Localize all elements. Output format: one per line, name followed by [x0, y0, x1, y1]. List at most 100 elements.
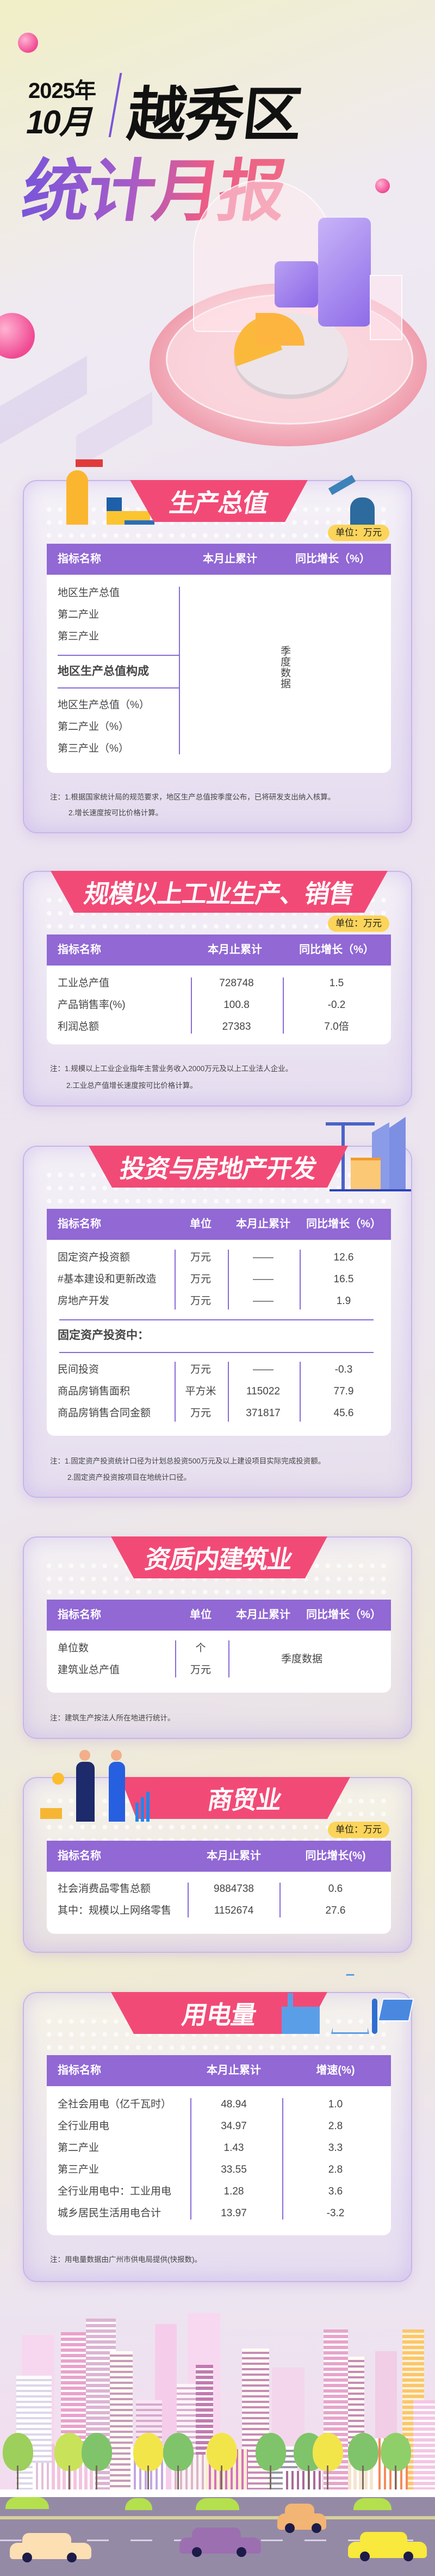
row-value: 万元 — [190, 1295, 211, 1307]
column-header: 本月止累计 — [207, 2064, 261, 2076]
column-divider — [279, 1883, 281, 1917]
section-industry: 规模以上工业生产、销售 单位：万元 指标名称 本月止累计 同比增长（%） 工业总产值… — [23, 871, 412, 1106]
section-title: 商贸业 — [205, 1785, 284, 1814]
row-value: 45.6 — [333, 1407, 354, 1419]
table-header: 指标名称 本月止累计 增速(%) — [47, 2055, 391, 2086]
row-value: —— — [253, 1252, 274, 1263]
car-roof — [359, 2532, 407, 2544]
note: 2.增长速度按可比价格计算。 — [69, 809, 163, 817]
median — [0, 2516, 435, 2519]
row-label: 其中：规模以上网络零售 — [58, 1905, 172, 1916]
row-label: 城乡居民生活用电合计 — [58, 2208, 161, 2219]
column-divider — [300, 1362, 301, 1422]
sidewalk — [0, 2489, 435, 2497]
column-divider — [300, 1250, 301, 1309]
building — [283, 2471, 322, 2490]
note: 2.固定资产投资按项目在地统计口径。 — [67, 1473, 191, 1481]
row-divider — [58, 687, 179, 688]
row-label: 房地产开发 — [58, 1295, 110, 1307]
column-divider — [190, 2098, 191, 2220]
subheading: 固定资产投资中： — [58, 1329, 149, 1342]
tree — [348, 2433, 378, 2471]
row-divider — [59, 1319, 374, 1320]
column-header: 指标名称 — [58, 2064, 101, 2076]
row-value: 1.28 — [223, 2186, 244, 2197]
note: 注：1.根据国家统计局的规范要求，地区生产总值按季度公布，已将研发支出纳入核算。 — [50, 793, 335, 801]
city-skyline-illustration — [0, 2302, 435, 2576]
table-header: 指标名称 单位 本月止累计 同比增长（%） — [47, 1209, 391, 1240]
column-divider — [175, 1640, 176, 1677]
table-body: 工业总产值 728748 1.5 产品销售率(%) 100.8 -0.2 利润总额 27383… — [47, 966, 391, 1044]
row-label: 固定资产投资额 — [58, 1252, 130, 1263]
row-value: 1152674 — [214, 1905, 254, 1916]
row-value: 7.0倍 — [324, 1021, 349, 1032]
row-value: -0.3 — [334, 1364, 353, 1375]
column-header: 指标名称 — [58, 1218, 101, 1230]
row-label: 利润总额 — [58, 1021, 100, 1032]
building — [413, 2400, 435, 2490]
column-divider — [188, 1883, 189, 1917]
row-value: 77.9 — [333, 1386, 354, 1397]
bush — [353, 2498, 391, 2510]
column-divider — [228, 1362, 229, 1422]
tree-trunk — [147, 2466, 149, 2490]
tree-trunk — [327, 2466, 328, 2490]
column-divider — [175, 1250, 176, 1309]
row-value: 27383 — [222, 1021, 251, 1032]
row-label: 地区生产总值（%） — [58, 699, 150, 711]
section-power: 用电量 指标名称 本月止累计 增速(%) 全社会用电（亿千瓦时） 48.94 1.0 全行… — [23, 1974, 414, 2282]
row-label: 第二产业（%） — [58, 721, 129, 733]
column-header: 同比增长（%） — [299, 944, 374, 956]
row-value: 728748 — [219, 977, 254, 989]
row-value: 3.6 — [328, 2186, 343, 2197]
tree — [133, 2433, 164, 2471]
row-value: 1.43 — [223, 2142, 244, 2154]
column-divider — [228, 1640, 229, 1677]
tree — [54, 2433, 85, 2471]
column-header: 同比增长（%） — [306, 1218, 381, 1230]
section-investment: 投资与房地产开发 指标名称 单位 本月止累计 同比增长（%） 固定资产投资额 万元 —— 1… — [23, 1117, 412, 1498]
row-label: 全行业用电 — [58, 2120, 110, 2132]
tree — [3, 2433, 33, 2471]
column-header: 本月止累计 — [207, 1850, 261, 1862]
car-roof — [284, 2504, 314, 2516]
column-header: 单位 — [190, 1218, 212, 1230]
column-divider — [179, 587, 180, 754]
column-header: 本月止累计 — [236, 1218, 290, 1230]
row-value: —— — [253, 1274, 274, 1285]
car-roof — [22, 2533, 71, 2545]
column-header: 指标名称 — [58, 553, 101, 565]
section-construction: 资质内建筑业 指标名称 单位 本月止累计 同比增长（%） 单位数 个建筑业总产值 万元 季度… — [23, 1536, 412, 1739]
row-label: 社会消费品零售总额 — [58, 1883, 151, 1895]
column-header: 本月止累计 — [208, 944, 262, 956]
row-label: 全社会用电（亿千瓦时） — [58, 2099, 172, 2110]
column-divider — [228, 1250, 229, 1309]
tree — [207, 2433, 237, 2471]
row-value: 个 — [195, 1643, 206, 1654]
wheel — [312, 2523, 321, 2533]
note: 注：1.固定资产投资统计口径为计划总投资500万元及以上建设项目实际完成投资额。 — [50, 1457, 326, 1465]
row-label: 地区生产总值 — [58, 587, 120, 599]
table-header: 指标名称 本月止累计 同比增长(%) — [47, 1841, 391, 1872]
tree-trunk — [17, 2466, 18, 2490]
row-value: 13.97 — [221, 2208, 247, 2219]
lane-mark — [87, 2540, 109, 2541]
column-divider — [283, 977, 284, 1034]
wheel — [359, 2552, 370, 2561]
lane-mark — [261, 2540, 283, 2541]
row-label: 民间投资 — [58, 1364, 100, 1375]
tree-trunk — [362, 2466, 364, 2490]
lane-mark — [304, 2540, 326, 2541]
wheel — [403, 2552, 413, 2561]
row-value: —— — [253, 1295, 274, 1307]
row-value: 2.8 — [328, 2120, 343, 2132]
column-divider — [282, 2098, 283, 2220]
table-body: 全社会用电（亿千瓦时） 48.94 1.0 全行业用电 34.97 2.8 第二产业 1.43… — [47, 2086, 391, 2235]
table-header: 指标名称 单位 本月止累计 同比增长（%） — [47, 1600, 391, 1631]
wheel — [237, 2547, 246, 2557]
tree-trunk — [177, 2466, 179, 2490]
lane-mark — [348, 2540, 370, 2541]
column-header: 本月止累计 — [236, 1609, 290, 1621]
row-label: #基本建设和更新改造 — [58, 1274, 157, 1285]
column-divider — [191, 977, 192, 1034]
